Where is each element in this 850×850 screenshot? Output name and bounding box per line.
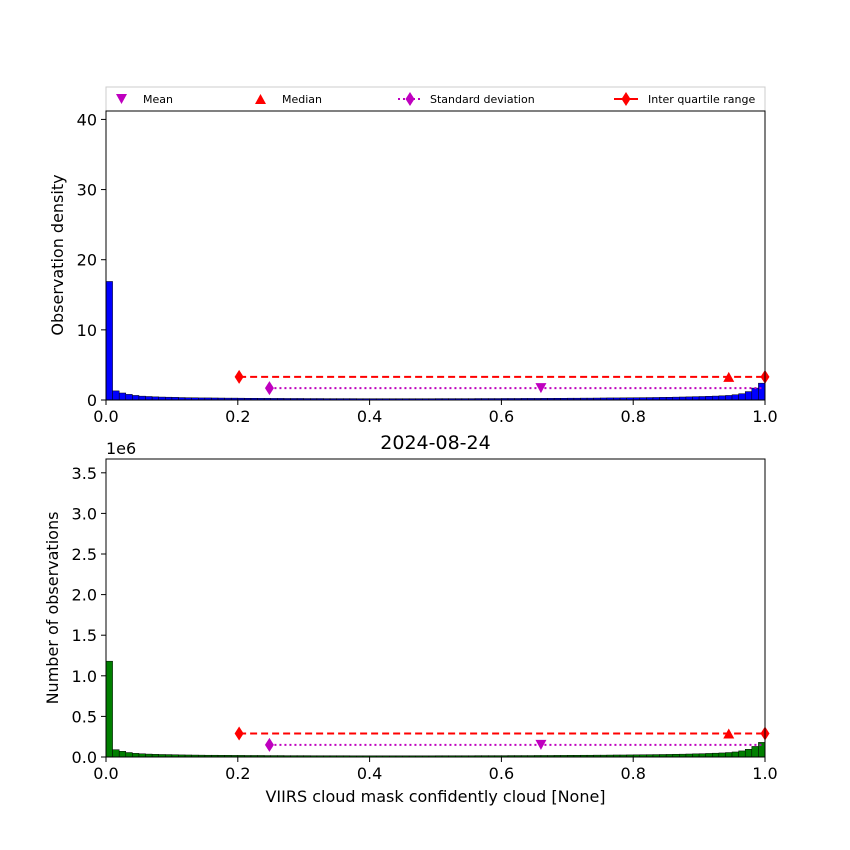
bottom-x-tick-label: 0.2 [225,764,250,783]
top-mean-marker [535,383,547,394]
top-histogram-bar [125,394,133,400]
top-histogram-bar [692,396,700,400]
bottom-histogram-bar [112,749,120,757]
bottom-y-tick-label: 0.5 [72,707,97,726]
bottom-panel: 2024-08-24 1e6 0.0 0.2 0.4 0.6 0.8 1.0 0.0 0.5… [43,432,778,806]
top-histogram-bar [738,393,746,400]
bottom-histogram-bar [132,753,140,757]
top-histogram-bar [132,395,140,400]
top-y-axis-label: Observation density [48,174,67,335]
top-bars [106,124,765,400]
top-histogram-bar [118,392,127,400]
bottom-stats [234,726,770,752]
legend-median-marker [255,94,266,104]
bottom-offset-label: 1e6 [106,439,136,458]
top-histogram-bar [751,387,759,400]
bottom-title: 2024-08-24 [380,432,490,454]
top-y-tick-label: 0 [87,391,97,410]
legend-frame [105,86,766,112]
top-histogram-bar [712,395,720,400]
legend-iqr-marker [621,92,631,106]
top-histogram-bar [744,391,753,400]
bottom-std-start-marker [264,737,274,752]
bottom-y-tick-label: 3.0 [72,504,97,523]
bottom-y-tick-label: 1.5 [72,626,97,645]
top-x-tick-label: 1.0 [752,407,777,426]
bottom-y-ticks: 0.0 0.5 1.0 1.5 2.0 2.5 3.0 3.5 [72,464,106,767]
bottom-y-tick-label: 2.5 [72,545,97,564]
bottom-histogram-bar [738,750,746,757]
top-histogram-bar [145,396,153,400]
bottom-x-tick-label: 1.0 [752,764,777,783]
top-histogram-bar [106,281,113,400]
top-y-tick-label: 30 [77,181,97,200]
top-histogram-bar [758,382,765,400]
top-x-tick-label: 0.2 [225,407,250,426]
bottom-histogram-bar [125,752,133,757]
legend-item-iqr: Inter quartile range [614,92,755,106]
top-x-ticks: 0.0 0.2 0.4 0.6 0.8 1.0 [93,400,778,426]
top-y-tick-label: 10 [77,321,97,340]
top-x-tick-label: 0.6 [489,407,514,426]
bottom-iqr-start-marker [234,726,244,741]
top-histogram-bar [725,395,733,400]
bottom-histogram-bar [731,751,739,757]
bottom-x-tick-label: 0.4 [357,764,382,783]
legend: Mean Median Standard deviation Inter qua… [105,86,766,112]
legend-iqr-label: Inter quartile range [648,93,755,106]
bottom-mean-marker [535,739,547,750]
bottom-histogram-bar [744,749,753,757]
bottom-histogram-bar [705,753,713,757]
top-panel: 0.0 0.2 0.4 0.6 0.8 1.0 0 10 20 30 40 Observation… [48,110,778,426]
top-x-tick-label: 0.4 [357,407,382,426]
legend-item-median: Median [255,93,322,106]
top-x-tick-label: 0.8 [620,407,645,426]
top-y-tick-label: 20 [77,251,97,270]
top-histogram-bar [112,390,120,400]
bottom-y-axis-label: Number of observations [43,512,62,705]
bottom-histogram-bar [118,751,127,757]
bottom-histogram-bar [106,660,113,757]
bottom-x-tick-label: 0.8 [620,764,645,783]
top-axes-frame [105,110,766,401]
top-iqr-start-marker [234,369,244,384]
top-histogram-bar [705,396,713,400]
bottom-histogram-bar [712,752,720,757]
legend-item-mean: Mean [116,93,173,106]
legend-item-std: Standard deviation [398,92,535,106]
legend-mean-marker [116,94,127,104]
legend-mean-label: Mean [143,93,173,106]
top-histogram-bar [731,394,739,400]
top-median-marker [723,371,735,382]
legend-std-label: Standard deviation [430,93,535,106]
top-histogram-bar [698,396,706,400]
bottom-histogram-bar [758,742,765,757]
top-y-tick-label: 40 [77,110,97,129]
top-y-ticks: 0 10 20 30 40 [77,110,106,410]
legend-std-marker [405,92,415,106]
bottom-median-marker [723,728,735,739]
top-std-start-marker [264,381,274,396]
bottom-axes-frame [105,458,766,758]
bottom-histogram-bar [751,746,759,757]
legend-median-label: Median [282,93,322,106]
bottom-x-tick-label: 0.0 [93,764,118,783]
bottom-histogram-bar [764,472,765,757]
top-histogram-bar [718,395,726,400]
bottom-x-ticks: 0.0 0.2 0.4 0.6 0.8 1.0 [93,757,778,783]
bottom-x-tick-label: 0.6 [489,764,514,783]
bottom-bars [106,472,765,757]
top-stats [234,369,770,396]
bottom-y-tick-label: 0.0 [72,748,97,767]
top-x-tick-label: 0.0 [93,407,118,426]
bottom-y-tick-label: 1.0 [72,667,97,686]
bottom-histogram-bar [725,752,733,757]
bottom-y-tick-label: 3.5 [72,464,97,483]
bottom-y-tick-label: 2.0 [72,586,97,605]
top-histogram-bar [764,124,765,400]
top-histogram-bar [138,395,146,400]
bottom-x-axis-label: VIIRS cloud mask confidently cloud [None… [265,787,605,806]
bottom-histogram-bar [718,752,726,757]
